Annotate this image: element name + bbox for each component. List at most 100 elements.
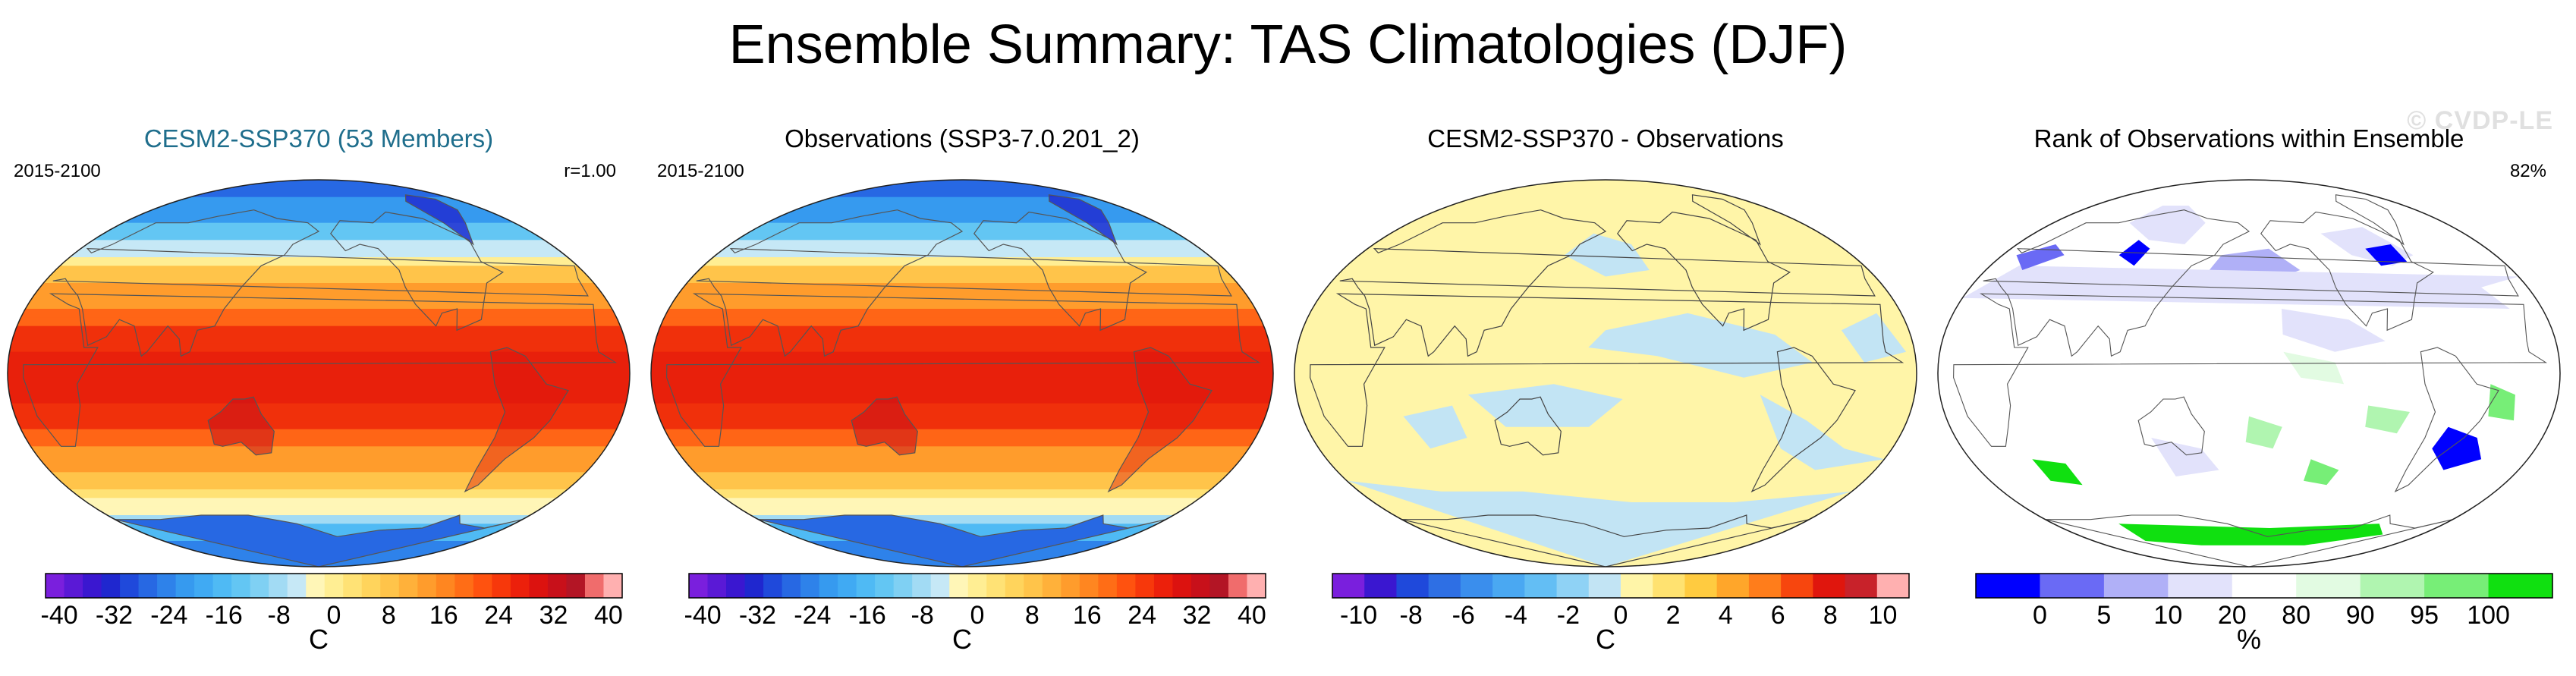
- colorbar-swatch: [343, 574, 363, 598]
- colorbar-tick-label: 20: [2218, 601, 2247, 630]
- colorbar-swatch: [1684, 574, 1718, 598]
- colorbar-swatch: [417, 574, 437, 598]
- period-label: 2015-2100: [14, 161, 101, 181]
- temperature-band: [651, 197, 1273, 206]
- colorbar-swatch: [1492, 574, 1525, 598]
- temperature-band: [8, 360, 630, 369]
- coastline-antarctica: [1401, 514, 1810, 567]
- colorbar-swatch: [1524, 574, 1558, 598]
- period-label: 2015-2100: [657, 161, 744, 181]
- colorbar-swatch: [2424, 574, 2490, 598]
- negative-difference-region: [1347, 480, 1852, 567]
- temperature-band: [651, 222, 1273, 232]
- temperature-band: [651, 420, 1273, 430]
- colorbar-frame: [688, 573, 1266, 599]
- colorbar-swatch: [2488, 574, 2553, 598]
- coastline-antarctica: [115, 514, 523, 567]
- colorbar-tick-label: -6: [1452, 601, 1475, 630]
- rank-region: [2032, 459, 2083, 486]
- temperature-band: [8, 412, 630, 421]
- temperature-band: [8, 188, 630, 198]
- coastline-southAmerica: [1750, 347, 1856, 493]
- temperature-band: [651, 240, 1273, 250]
- colorbar-tick-label: -8: [268, 601, 291, 630]
- temperature-band: [651, 317, 1273, 327]
- colorbar-swatch: [436, 574, 455, 598]
- colorbar-swatch: [1813, 574, 1846, 598]
- temperature-band: [651, 506, 1273, 516]
- colorbar-swatch: [529, 574, 549, 598]
- temperature-band: [8, 395, 630, 404]
- colorbar-swatch: [1332, 574, 1365, 598]
- colorbar-tick-label: -8: [911, 601, 934, 630]
- temperature-band: [651, 524, 1273, 533]
- temperature-band: [8, 180, 630, 189]
- colorbar-swatch: [967, 574, 987, 598]
- map-outline: [650, 179, 1274, 568]
- coastline-africa: [665, 293, 1261, 447]
- temperature-band: [8, 351, 630, 361]
- colorbar-swatch: [1228, 574, 1248, 598]
- map-outline: [7, 179, 631, 568]
- temperature-band: [651, 214, 1273, 224]
- temperature-band: [651, 231, 1273, 241]
- temperature-band: [651, 180, 1273, 189]
- observations-map: [650, 179, 1274, 568]
- temperature-band: [8, 438, 630, 447]
- panel-title: Observations (SSP3-7.0.201_2): [785, 124, 1140, 152]
- colorbar-swatch: [547, 574, 568, 598]
- temperature-band: [8, 524, 630, 533]
- colorbar-frame: [1975, 573, 2553, 599]
- colorbar-tick-label: 90: [2346, 601, 2375, 630]
- rank-colorbar: 0 5 10 20 80 90 95 100: [1975, 573, 2553, 630]
- warm-anomaly-shape: [208, 397, 275, 455]
- temperature-band: [651, 266, 1273, 275]
- colorbar-swatch: [1653, 574, 1686, 598]
- colorbar-swatch: [1172, 574, 1192, 598]
- temperature-band: [651, 206, 1273, 215]
- temperature-band: [651, 498, 1273, 508]
- ensemble-map: [7, 179, 631, 568]
- colorbar-swatch: [1135, 574, 1155, 598]
- negative-difference-region: [1467, 384, 1623, 427]
- colorbar-swatch: [46, 574, 65, 598]
- temperature-band: [8, 489, 630, 498]
- colorbar-swatch: [1098, 574, 1118, 598]
- rank-region: [2365, 244, 2408, 266]
- coastline-antarctica: [2045, 514, 2453, 567]
- coastline-australia: [851, 396, 918, 456]
- temperature-band: [8, 386, 630, 395]
- colorbar-swatch: [689, 574, 709, 598]
- colorbar-tick-label: 100: [2467, 601, 2510, 630]
- rank-region: [2432, 426, 2482, 470]
- colorbar-swatch: [492, 574, 511, 598]
- colorbar-swatch: [380, 574, 400, 598]
- coastline-southAmerica: [464, 347, 569, 493]
- coastline-africa: [1953, 293, 2548, 447]
- colorbar-swatch: [175, 574, 195, 598]
- temperature-band: [651, 395, 1273, 404]
- temperature-band: [8, 248, 630, 258]
- colorbar-tick-label: -32: [739, 601, 776, 630]
- colorbar-tick-label: 24: [484, 601, 513, 630]
- coastline-australia: [2137, 396, 2205, 456]
- colorbar-swatch: [1588, 574, 1621, 598]
- panel-observations: Observations (SSP3-7.0.201_2) 2015-2100 …: [643, 114, 1281, 675]
- rank-region: [2245, 416, 2282, 449]
- panel-rank: Rank of Observations within Ensemble 82%…: [1930, 114, 2568, 675]
- temperature-band: [651, 429, 1273, 439]
- colorbar-swatch: [510, 574, 530, 598]
- rank-region: [2282, 309, 2386, 352]
- colorbar-swatch: [1005, 574, 1024, 598]
- cold-antarctic-shape: [758, 515, 1166, 567]
- temperature-band: [8, 222, 630, 232]
- cold-antarctic-shape: [115, 515, 523, 567]
- coastline-eurasia: [1983, 209, 2519, 357]
- colorbar-swatch: [2232, 574, 2297, 598]
- temperature-band: [651, 454, 1273, 464]
- colorbar-swatch: [398, 574, 418, 598]
- colorbar-swatch: [1748, 574, 1782, 598]
- colorbar-swatch: [838, 574, 857, 598]
- colorbar-tick-label: 24: [1128, 601, 1156, 630]
- colorbar-tick-label: 2: [1666, 601, 1681, 630]
